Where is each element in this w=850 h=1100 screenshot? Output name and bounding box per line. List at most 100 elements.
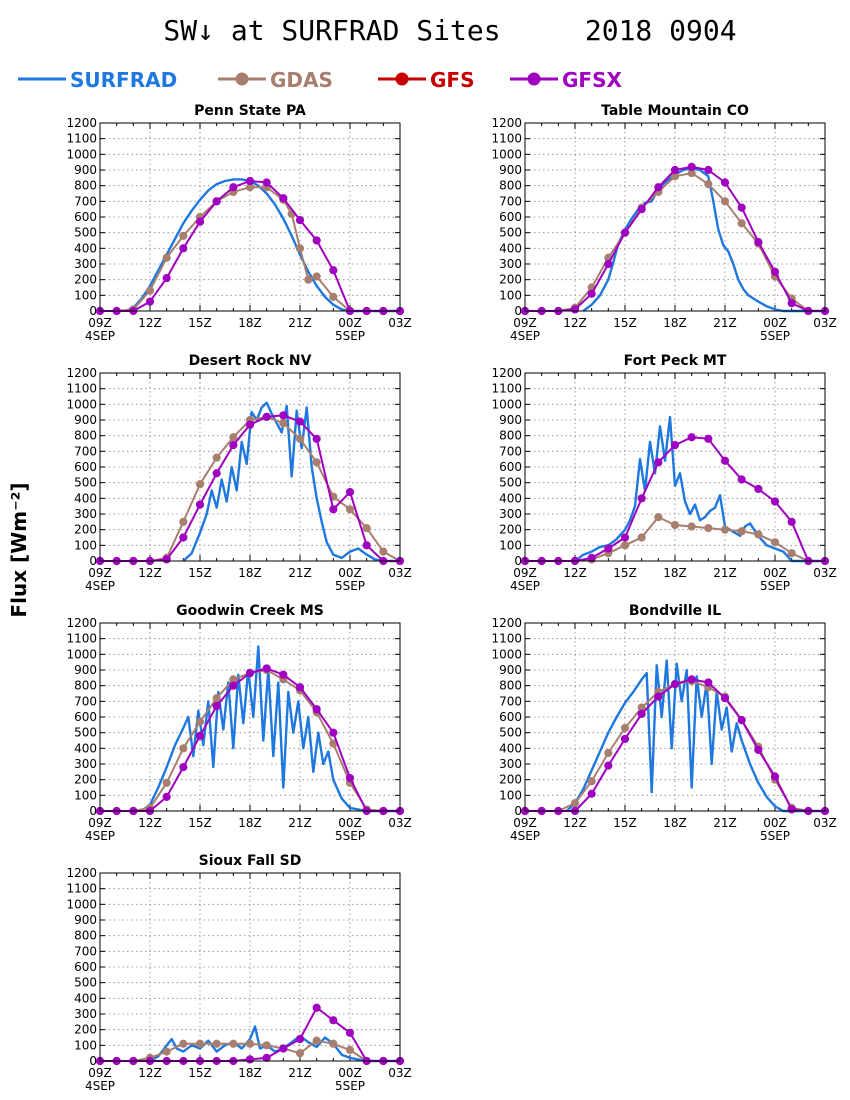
y-tick-label: 400 [499, 491, 522, 505]
x-tick-label: 00Z [338, 1066, 362, 1080]
data-point-gfsx [604, 544, 613, 553]
y-tick-label: 500 [499, 226, 522, 240]
x-tick-label: 00Z [338, 816, 362, 830]
y-tick-label: 0 [514, 554, 522, 568]
x-tick-label: 15Z [188, 1066, 212, 1080]
y-tick-label: 900 [74, 913, 97, 927]
y-tick-label: 600 [499, 210, 522, 224]
x-tick-label: 03Z [813, 566, 837, 580]
y-tick-label: 200 [74, 273, 97, 287]
data-point-gfsx [787, 299, 796, 308]
data-point-gfsx [620, 533, 630, 542]
x-tick-label: 21Z [288, 1066, 312, 1080]
data-point-gdas [262, 1041, 271, 1050]
x-tick-date-label: 4SEP [510, 829, 540, 843]
data-point-gfsx [787, 805, 796, 814]
x-tick-label: 12Z [138, 566, 162, 580]
y-tick-label: 500 [74, 976, 97, 990]
y-tick-label: 900 [74, 163, 97, 177]
y-tick-label: 900 [499, 663, 522, 677]
y-tick-label: 600 [499, 710, 522, 724]
data-point-gfsx [754, 484, 763, 494]
legend-label: GFSX [562, 68, 622, 92]
plot-frame [99, 872, 401, 1062]
y-tick-label: 1000 [66, 397, 97, 411]
y-tick-label: 1000 [66, 897, 97, 911]
data-point-gdas [587, 777, 596, 786]
legend-marker [395, 72, 409, 86]
data-point-gdas [620, 541, 630, 550]
data-point-gdas [279, 419, 288, 428]
data-point-gfsx [262, 664, 271, 673]
data-point-gfsx [295, 417, 305, 426]
y-tick-label: 0 [89, 554, 97, 568]
data-point-gdas [754, 530, 763, 539]
data-point-gfsx [279, 670, 288, 679]
data-point-gfsx [262, 178, 271, 187]
data-point-gfsx [195, 731, 205, 740]
data-point-gfsx [770, 497, 780, 506]
legend-item-gdas: GDAS [218, 68, 333, 92]
y-tick-label: 0 [89, 1054, 97, 1068]
data-point-gfsx [245, 420, 255, 429]
y-tick-label: 800 [74, 429, 97, 443]
x-tick-date-label: 5SEP [760, 329, 790, 343]
y-tick-label: 700 [74, 444, 97, 458]
x-tick-label: 15Z [613, 816, 637, 830]
legend-label: SURFRAD [70, 68, 177, 92]
y-tick-label: 900 [74, 413, 97, 427]
y-tick-label: 700 [499, 444, 522, 458]
data-point-gdas [720, 197, 730, 206]
data-point-gdas [654, 513, 663, 522]
plot-frame [99, 372, 401, 562]
y-tick-label: 400 [499, 741, 522, 755]
figure-title: SW↓ at SURFRAD Sites 2018 0904 [163, 14, 736, 47]
y-tick-label: 700 [499, 694, 522, 708]
data-point-gfsx [312, 236, 321, 245]
y-tick-label: 500 [74, 726, 97, 740]
y-tick-label: 1200 [491, 616, 522, 630]
series-line-surfrad [140, 645, 400, 813]
data-point-gfsx [229, 183, 238, 192]
y-tick-label: 1000 [491, 147, 522, 161]
y-tick-label: 1100 [66, 632, 97, 646]
y-tick-label: 200 [499, 273, 522, 287]
data-point-gfsx [229, 440, 238, 450]
x-tick-date-label: 4SEP [510, 579, 540, 593]
panel-title: Desert Rock NV [189, 353, 312, 369]
x-tick-label: 09Z [88, 816, 112, 830]
y-tick-label: 500 [499, 726, 522, 740]
data-point-gdas [179, 744, 188, 753]
y-tick-label: 300 [74, 1007, 97, 1021]
data-point-gfsx [754, 745, 763, 755]
y-tick-label: 400 [74, 741, 97, 755]
y-tick-label: 1200 [66, 616, 97, 630]
series-line-surfrad [182, 401, 400, 563]
data-point-gdas [620, 723, 630, 733]
y-tick-label: 100 [74, 788, 97, 802]
data-point-gfsx [329, 728, 338, 737]
data-point-gdas [704, 524, 713, 533]
panel-title: Goodwin Creek MS [176, 603, 324, 619]
data-point-gfsx [345, 487, 355, 497]
y-tick-label: 300 [499, 507, 522, 521]
x-tick-label: 21Z [288, 566, 312, 580]
y-tick-label: 200 [499, 773, 522, 787]
y-tick-label: 0 [89, 804, 97, 818]
series-line-surfrad [149, 1025, 400, 1063]
y-tick-label: 800 [499, 679, 522, 693]
y-tick-label: 900 [74, 663, 97, 677]
data-point-gfsx [345, 1028, 355, 1037]
x-tick-date-label: 5SEP [335, 829, 365, 843]
series-line-surfrad [124, 178, 400, 313]
legend-marker [235, 72, 249, 86]
data-point-gfsx [312, 705, 321, 714]
x-tick-label: 21Z [288, 816, 312, 830]
x-tick-label: 12Z [138, 816, 162, 830]
y-tick-label: 900 [499, 413, 522, 427]
data-point-gdas [195, 480, 205, 489]
data-point-gdas [379, 547, 388, 556]
data-point-gfsx [604, 259, 613, 269]
